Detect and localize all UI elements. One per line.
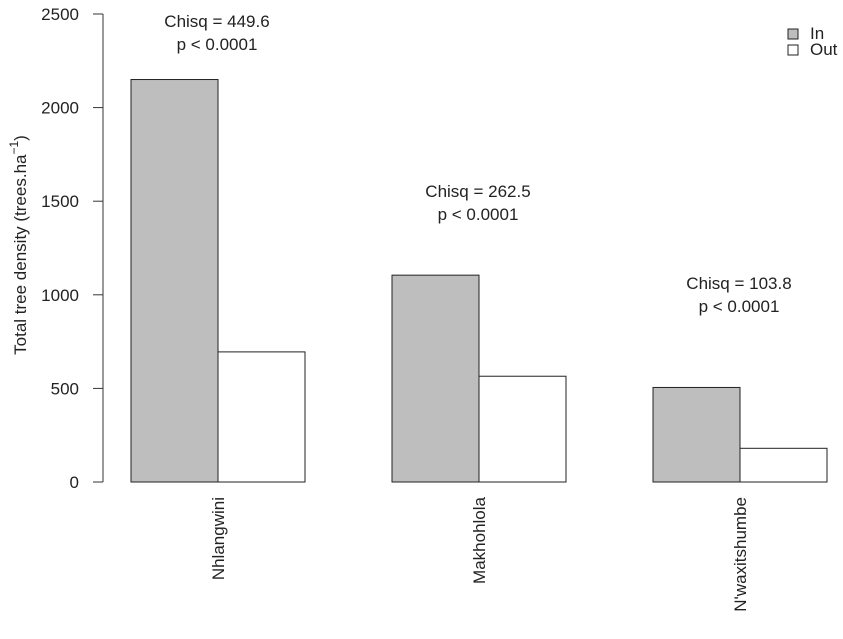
y-tick-label: 1000 (41, 286, 79, 305)
category-label: N'waxitshumbe (731, 497, 750, 612)
annotation-line: p < 0.0001 (177, 35, 258, 54)
annotation-line: Chisq = 449.6 (164, 12, 269, 31)
y-axis-title-superscript: −1 (7, 141, 21, 155)
y-axis-title: Total tree density (trees.ha−1) (7, 135, 30, 355)
y-tick-label: 2000 (41, 99, 79, 118)
x-axis-labels: Nhlangwini Makhohlola N'waxitshumbe (209, 496, 750, 611)
bar-in-2 (391, 274, 480, 483)
y-axis: 0 500 1000 1500 2000 2500 (41, 5, 104, 492)
y-tick-label: 500 (51, 379, 79, 398)
legend-swatch-out (787, 44, 799, 56)
annotations: Chisq = 449.6 p < 0.0001 Chisq = 262.5 p < … (164, 12, 791, 316)
y-axis-title-suffix: ) (11, 135, 30, 141)
category-label: Makhohlola (470, 496, 489, 583)
bar-in-1 (130, 79, 219, 483)
category-label: Nhlangwini (209, 497, 228, 580)
y-tick-label: 0 (70, 473, 79, 492)
legend-label-out: Out (810, 40, 838, 59)
legend-swatch-in (787, 28, 799, 40)
bar-out-1 (217, 351, 306, 483)
bar-out-3 (739, 447, 828, 483)
bar-out-2 (478, 375, 567, 483)
annotation-line: p < 0.0001 (438, 205, 519, 224)
y-tick-label: 2500 (41, 5, 79, 24)
y-axis-title-text: Total tree density (trees.ha (11, 154, 30, 355)
annotation-line: p < 0.0001 (699, 297, 780, 316)
legend-label-in: In (810, 24, 824, 43)
bars (130, 79, 828, 483)
annotation-line: Chisq = 103.8 (686, 274, 791, 293)
bar-in-3 (652, 386, 741, 483)
y-tick-label: 1500 (41, 192, 79, 211)
annotation-line: Chisq = 262.5 (425, 182, 530, 201)
